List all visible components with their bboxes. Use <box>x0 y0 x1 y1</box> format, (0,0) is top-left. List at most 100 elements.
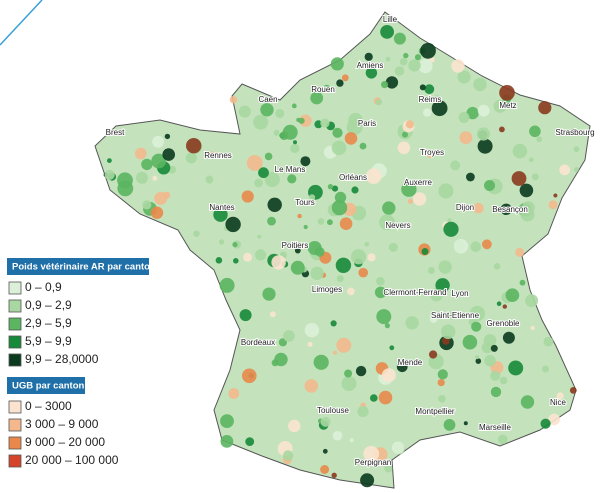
patch <box>505 288 520 303</box>
patch <box>257 234 262 239</box>
patch <box>331 200 348 216</box>
patch <box>365 168 382 184</box>
patch <box>271 255 286 270</box>
patch <box>348 112 363 128</box>
patch <box>385 56 391 62</box>
patch <box>475 355 480 360</box>
legend-swatch <box>8 317 22 331</box>
patch <box>365 67 378 79</box>
patch <box>303 224 308 230</box>
patch <box>331 140 347 156</box>
city-label: Clermont-Ferrand <box>383 288 446 297</box>
patch <box>482 239 492 250</box>
patch <box>393 32 406 45</box>
patch <box>531 173 539 181</box>
canton-patches <box>103 25 580 488</box>
patch <box>349 438 354 443</box>
patch <box>447 218 452 223</box>
patch <box>469 305 486 322</box>
patch <box>470 241 482 252</box>
patch <box>294 247 301 254</box>
city-label: Besançon <box>492 205 528 214</box>
patch <box>304 323 320 338</box>
patch <box>389 345 395 351</box>
patch <box>450 160 461 171</box>
patch <box>571 128 578 136</box>
city-label: Caen <box>258 95 277 104</box>
legend-title-box <box>7 258 149 275</box>
city-label: Saint-Etienne <box>431 311 480 320</box>
city-label: Orléans <box>339 173 367 182</box>
patch <box>336 79 344 87</box>
patch <box>213 207 228 222</box>
patch <box>499 376 508 385</box>
patch <box>574 167 579 172</box>
patch <box>359 142 367 150</box>
patch <box>185 152 197 164</box>
patch <box>344 369 353 378</box>
patch <box>313 354 329 370</box>
patch <box>525 294 539 308</box>
patch <box>308 194 316 201</box>
patch <box>330 57 344 71</box>
patch <box>378 390 393 405</box>
patch <box>117 172 133 189</box>
patch <box>380 25 394 39</box>
decor-line <box>0 0 43 46</box>
patch <box>298 117 305 124</box>
patch <box>536 136 543 143</box>
city-label: Dijon <box>456 203 474 212</box>
patch <box>431 100 448 117</box>
patch <box>370 394 378 402</box>
patch <box>457 70 471 84</box>
patch <box>360 473 375 488</box>
patch <box>320 118 330 128</box>
city-label: Nantes <box>209 203 234 212</box>
patch <box>483 334 497 347</box>
patch <box>466 106 479 120</box>
patch <box>522 201 535 214</box>
patch <box>336 337 352 353</box>
patch <box>429 350 438 359</box>
patch <box>543 336 554 347</box>
city-label: Grenoble <box>487 319 520 328</box>
patch <box>408 59 421 72</box>
city-label: Brest <box>106 128 125 137</box>
patch <box>382 201 396 215</box>
patch <box>529 157 534 163</box>
patch <box>423 108 432 117</box>
legend-swatch <box>8 436 22 450</box>
city-label: Rouen <box>311 85 335 94</box>
patch <box>405 316 419 330</box>
patch <box>267 216 276 226</box>
legend-label: 0 – 3000 <box>25 399 72 413</box>
patch <box>283 330 295 342</box>
patch <box>499 126 505 133</box>
city-label: Marseille <box>479 423 512 432</box>
city-label: Nevers <box>385 221 410 230</box>
patch <box>471 321 482 332</box>
patch <box>330 320 337 327</box>
patch <box>310 91 324 105</box>
patch <box>381 368 396 383</box>
patch <box>233 258 239 264</box>
patch <box>264 152 273 161</box>
legend-label: 5,9 – 9,9 <box>25 334 72 348</box>
patch <box>162 148 175 161</box>
patch <box>210 151 216 157</box>
city-label: Rennes <box>204 151 232 160</box>
patch <box>288 419 301 433</box>
patch <box>341 74 349 82</box>
patch <box>399 57 408 66</box>
patch <box>333 350 338 355</box>
patch <box>327 219 333 226</box>
patch <box>260 103 274 117</box>
legend-label: 9,9 – 28,0000 <box>25 352 99 366</box>
patch <box>279 131 289 141</box>
patch <box>334 191 347 204</box>
patch <box>332 127 343 138</box>
city-label: Perpignan <box>355 458 391 467</box>
city-label: Lille <box>383 15 398 24</box>
patch <box>344 132 358 145</box>
